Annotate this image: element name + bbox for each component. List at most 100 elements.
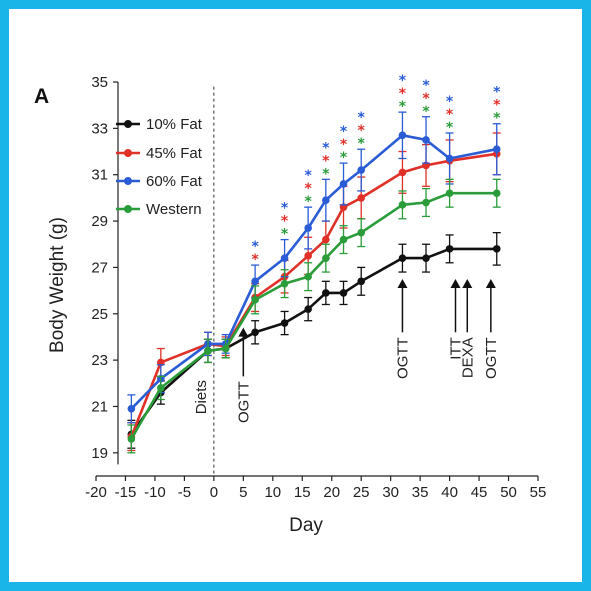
x-tick-label: -15 [115, 484, 137, 501]
data-point [339, 289, 348, 297]
x-tick-label: 40 [441, 484, 458, 501]
y-tick-label: 35 [91, 74, 108, 91]
x-tick-label: 50 [500, 484, 517, 501]
significance-star: * [493, 111, 501, 127]
data-point [422, 254, 430, 262]
annotation-arrow-head [450, 279, 461, 288]
y-tick-label: 31 [91, 167, 108, 184]
x-tick-label: 45 [471, 484, 488, 501]
annotation-label: DEXA [459, 337, 476, 378]
data-point [339, 235, 348, 244]
significance-star: * [281, 227, 289, 243]
data-point [251, 277, 259, 286]
legend-marker-circle [124, 177, 132, 185]
data-point [492, 145, 501, 154]
y-axis-label: Body Weight (g) [47, 217, 68, 353]
y-tick-label: 21 [91, 398, 108, 415]
significance-star: * [304, 194, 312, 210]
legend-item-45-fat: 45% Fat [116, 145, 203, 162]
significance-star: * [399, 73, 407, 89]
series-3 [127, 178, 501, 454]
significance-star: * [322, 166, 330, 182]
significance-star: * [322, 140, 330, 156]
legend-marker-circle [124, 205, 132, 213]
data-point [322, 235, 330, 244]
data-point [221, 344, 230, 353]
significance-star: * [304, 168, 312, 184]
data-point [357, 277, 366, 286]
significance-star: * [281, 201, 289, 217]
annotation-label: OGTT [235, 381, 252, 423]
data-point [339, 180, 348, 188]
significance-star: * [422, 104, 430, 120]
legend-label: 60% Fat [146, 173, 203, 190]
panel-label: A [34, 85, 49, 108]
y-tick-label: 19 [91, 445, 108, 462]
significance-star: * [399, 86, 407, 102]
significance-star: * [251, 239, 259, 255]
data-point [304, 272, 312, 281]
annotation-arrow-head [485, 279, 496, 288]
significance-star: * [358, 110, 366, 126]
data-point [398, 201, 407, 209]
x-tick-label: 10 [264, 484, 281, 501]
significance-star: * [446, 107, 454, 123]
data-point [357, 228, 366, 237]
x-tick-label: 0 [210, 484, 218, 501]
data-point [127, 435, 136, 443]
legend-label: Western [146, 201, 202, 218]
legend-label: 45% Fat [146, 145, 203, 162]
significance-star: * [251, 252, 259, 268]
significance-star: * [422, 91, 430, 107]
x-tick-label: -5 [178, 484, 191, 501]
data-point [280, 279, 289, 288]
data-point [127, 404, 136, 413]
data-point [322, 254, 330, 262]
y-tick-label: 33 [91, 120, 108, 137]
x-tick-label: 30 [382, 484, 399, 501]
data-point [204, 347, 212, 355]
data-point [280, 254, 289, 262]
significance-star: * [446, 94, 454, 110]
x-tick-label: 5 [239, 484, 247, 501]
legend-item-western: Western [116, 201, 202, 218]
data-point [445, 154, 454, 163]
legend-marker-circle [124, 120, 132, 128]
data-point [304, 305, 312, 313]
x-tick-label: 55 [530, 484, 547, 501]
data-point [357, 194, 366, 202]
significance-star: * [304, 181, 312, 197]
data-point [492, 245, 501, 253]
data-point [398, 131, 407, 140]
annotation-label: OGTT [483, 337, 500, 379]
data-point [422, 136, 430, 144]
data-point [251, 296, 259, 304]
significance-star: * [493, 85, 501, 101]
data-point [280, 319, 289, 327]
series-layer [127, 111, 501, 454]
data-point [251, 328, 259, 337]
data-point [322, 196, 330, 204]
data-point [398, 254, 407, 262]
significance-star: * [340, 137, 348, 153]
significance-star: * [340, 124, 348, 140]
significance-star: * [358, 136, 366, 152]
x-tick-label: -20 [85, 484, 107, 501]
annotation-label: OGTT [394, 337, 411, 379]
significance-star: * [322, 153, 330, 169]
significance-star: * [446, 120, 454, 136]
data-point [492, 189, 501, 198]
significance-star: * [340, 150, 348, 166]
annotation-label: Diets [193, 380, 210, 414]
axes [96, 82, 538, 477]
x-tick-label: 20 [323, 484, 340, 501]
legend-marker-circle [124, 149, 132, 157]
y-tick-label: 29 [91, 213, 108, 230]
x-tick-label: -10 [144, 484, 166, 501]
series-0 [127, 231, 501, 449]
x-tick-label: 25 [353, 484, 370, 501]
series-line [130, 247, 497, 436]
x-tick-label: 15 [294, 484, 311, 501]
